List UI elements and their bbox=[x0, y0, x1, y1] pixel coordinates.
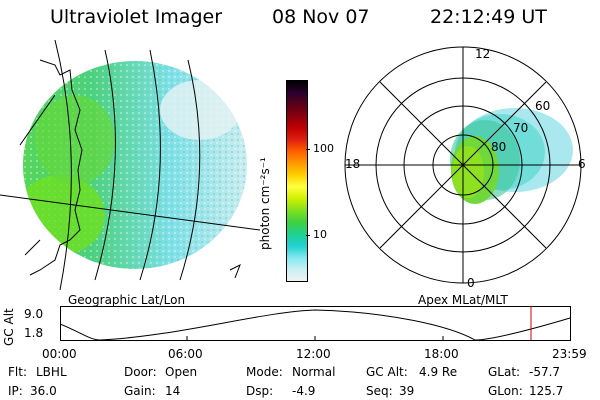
mlat-label-70: 70 bbox=[513, 121, 528, 135]
mode-value: Normal bbox=[292, 365, 336, 379]
geographic-grid bbox=[0, 40, 260, 290]
polar-plot: 12 18 6 0 60 70 80 bbox=[344, 46, 586, 290]
dsp-value: -4.9 bbox=[292, 384, 316, 398]
geographic-caption: Geographic Lat/Lon bbox=[68, 293, 186, 307]
ip-value: 36.0 bbox=[30, 384, 57, 398]
polar-caption: Apex MLat/MLT bbox=[418, 293, 508, 307]
time-label: 22:12:49 UT bbox=[430, 6, 547, 28]
geographic-emission bbox=[23, 61, 247, 269]
gcalt-value: 4.9 Re bbox=[419, 365, 458, 379]
mlat-label-80: 80 bbox=[491, 140, 506, 154]
mlat-label-60: 60 bbox=[535, 99, 550, 113]
altitude-plot bbox=[60, 306, 571, 341]
instrument-title: Ultraviolet Imager bbox=[50, 6, 223, 28]
polar-emission bbox=[450, 108, 573, 204]
colorbar-tick-100 bbox=[306, 149, 310, 150]
seq-label: Seq: bbox=[366, 384, 393, 398]
glon-value: 125.7 bbox=[529, 384, 564, 398]
altitude-ylabel: GC Alt bbox=[2, 308, 16, 346]
altitude-xtick-1200: 12:00 bbox=[296, 347, 331, 361]
mode-label: Mode: bbox=[246, 365, 283, 379]
altitude-xtick-0000: 00:00 bbox=[42, 347, 77, 361]
geographic-image bbox=[0, 40, 260, 290]
gain-value: 14 bbox=[165, 384, 181, 398]
door-label: Door: bbox=[124, 365, 157, 379]
color-scale-bar bbox=[286, 80, 308, 282]
mlt-label-0: 0 bbox=[467, 276, 475, 290]
altitude-xtick-1800: 18:00 bbox=[424, 347, 459, 361]
mlt-label-12: 12 bbox=[475, 47, 490, 61]
colorbar-unit-label: photon cm⁻²s⁻¹ bbox=[258, 157, 272, 250]
glon-label: GLon: bbox=[488, 384, 523, 398]
colorbar-label-100: 100 bbox=[313, 142, 334, 155]
altitude-xtick-2359: 23:59 bbox=[552, 347, 587, 361]
coastline bbox=[29, 59, 83, 276]
coastline-island bbox=[229, 263, 241, 279]
flt-label: Flt: bbox=[8, 365, 27, 379]
mlt-label-18: 18 bbox=[345, 157, 360, 171]
colorbar-label-10: 10 bbox=[313, 228, 327, 241]
door-value: Open bbox=[165, 365, 198, 379]
altitude-xtick-0600: 06:00 bbox=[168, 347, 203, 361]
ip-label: IP: bbox=[8, 384, 23, 398]
polar-grid bbox=[344, 46, 582, 284]
gain-label: Gain: bbox=[124, 384, 156, 398]
seq-value: 39 bbox=[399, 384, 415, 398]
flt-value: LBHL bbox=[36, 365, 67, 379]
gcalt-label: GC Alt: bbox=[366, 365, 408, 379]
altitude-x-ticks bbox=[186, 336, 444, 340]
date-label: 08 Nov 07 bbox=[272, 6, 370, 28]
altitude-curve bbox=[60, 309, 571, 341]
altitude-ymax: 9.0 bbox=[24, 307, 44, 321]
glat-value: -57.7 bbox=[529, 365, 561, 379]
dsp-label: Dsp: bbox=[246, 384, 274, 398]
altitude-ymin: 1.8 bbox=[24, 326, 44, 340]
mlt-label-6: 6 bbox=[578, 157, 586, 171]
colorbar-tick-10 bbox=[306, 235, 310, 236]
glat-label: GLat: bbox=[488, 365, 521, 379]
